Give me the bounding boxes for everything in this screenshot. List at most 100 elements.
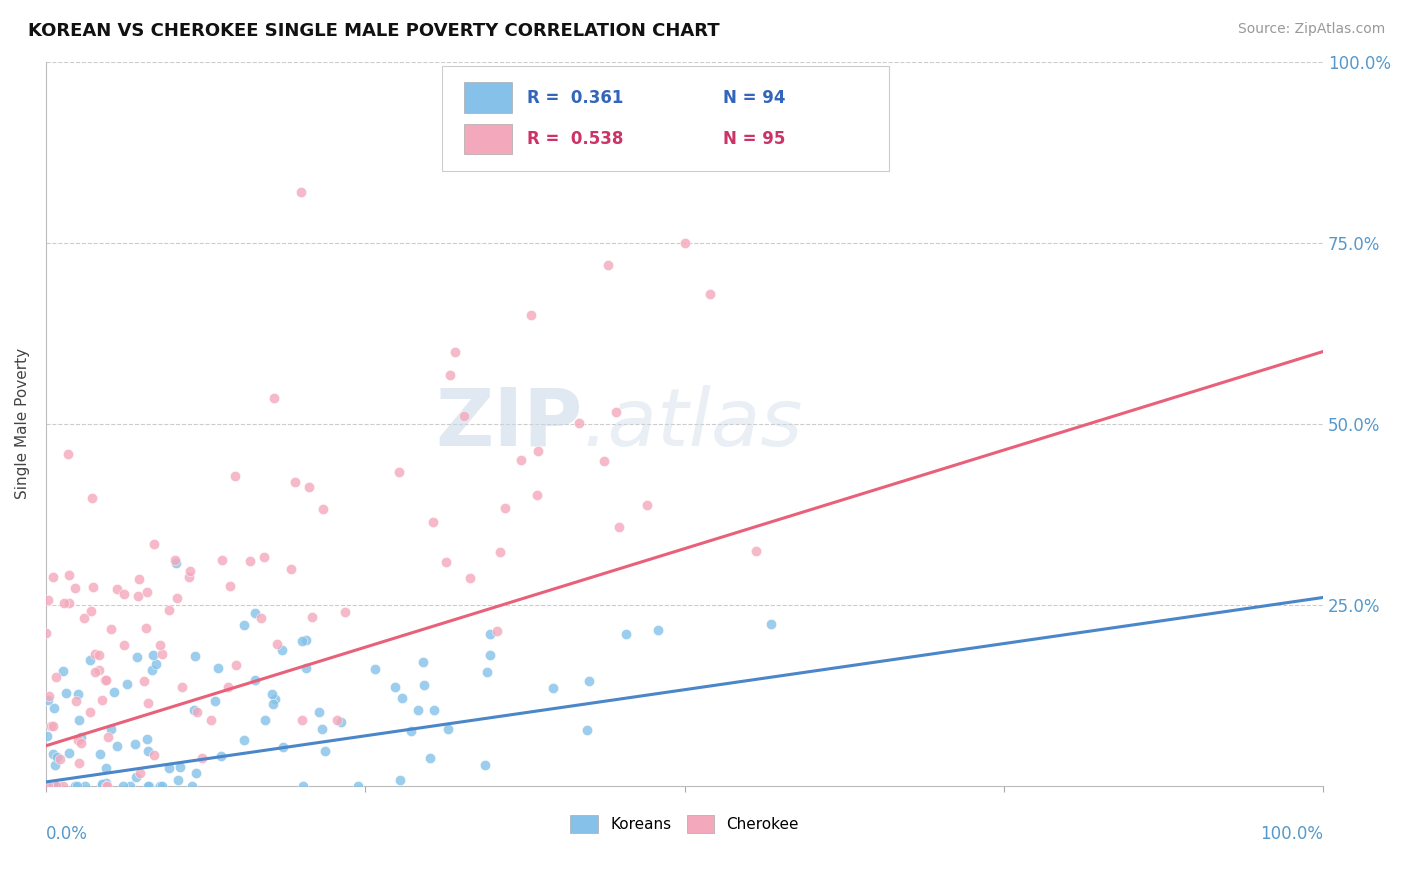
Point xyxy=(45,779,67,793)
Point xyxy=(132,673,155,688)
Legend: Koreans, Cherokee: Koreans, Cherokee xyxy=(564,808,804,839)
Point xyxy=(87,663,110,677)
Point xyxy=(80,603,103,617)
Point xyxy=(520,309,543,323)
Point xyxy=(509,453,531,467)
Point xyxy=(389,773,412,788)
Point xyxy=(541,681,564,695)
Point xyxy=(204,694,226,708)
Text: ZIP: ZIP xyxy=(434,384,582,463)
Point xyxy=(245,607,267,621)
Point xyxy=(52,779,75,793)
Point xyxy=(170,680,193,694)
Point xyxy=(364,662,387,676)
Point xyxy=(232,733,254,747)
Point xyxy=(458,571,481,585)
Point xyxy=(55,686,77,700)
Point xyxy=(67,756,90,770)
Point xyxy=(145,657,167,671)
Point xyxy=(253,549,276,564)
Point xyxy=(75,779,97,793)
Point xyxy=(91,777,114,791)
Point xyxy=(250,611,273,625)
Point xyxy=(52,664,75,678)
Point xyxy=(263,391,285,405)
Point xyxy=(479,627,502,641)
Point xyxy=(489,545,512,559)
Point xyxy=(406,703,429,717)
Text: 0.0%: 0.0% xyxy=(46,825,87,843)
Point xyxy=(142,648,165,662)
Point xyxy=(70,736,93,750)
Point xyxy=(298,481,321,495)
Point xyxy=(314,744,336,758)
Point xyxy=(224,468,246,483)
Point xyxy=(42,747,65,761)
Point xyxy=(607,520,630,534)
Point xyxy=(124,737,146,751)
Point xyxy=(45,779,67,793)
Text: .atlas: .atlas xyxy=(582,384,803,463)
Point xyxy=(179,564,201,578)
Point xyxy=(150,779,173,793)
Point xyxy=(200,713,222,727)
Point xyxy=(486,624,509,639)
Point xyxy=(422,515,444,529)
Point xyxy=(291,713,314,727)
Point xyxy=(128,572,150,586)
Point xyxy=(44,758,66,772)
Text: KOREAN VS CHEROKEE SINGLE MALE POVERTY CORRELATION CHART: KOREAN VS CHEROKEE SINGLE MALE POVERTY C… xyxy=(28,22,720,40)
Point xyxy=(69,730,91,744)
Point xyxy=(66,779,89,793)
Point xyxy=(96,776,118,790)
Point xyxy=(46,779,69,793)
Point xyxy=(436,723,458,737)
Point xyxy=(125,770,148,784)
Point xyxy=(399,724,422,739)
Point xyxy=(103,684,125,698)
Point xyxy=(38,690,60,704)
Point xyxy=(44,700,66,714)
Point xyxy=(163,553,186,567)
Point xyxy=(42,779,65,793)
Point xyxy=(136,744,159,758)
Point xyxy=(423,703,446,717)
Point xyxy=(111,779,134,793)
Point xyxy=(136,779,159,793)
Text: 100.0%: 100.0% xyxy=(1260,825,1323,843)
Point xyxy=(745,543,768,558)
Point xyxy=(260,687,283,701)
Point xyxy=(218,578,240,592)
Point xyxy=(39,719,62,733)
Point xyxy=(37,729,59,743)
Point xyxy=(136,696,159,710)
Point xyxy=(143,537,166,551)
Point xyxy=(211,553,233,567)
Point xyxy=(179,570,201,584)
Point xyxy=(127,650,149,665)
Point xyxy=(526,488,548,502)
FancyBboxPatch shape xyxy=(464,124,512,154)
Point xyxy=(46,749,69,764)
Point xyxy=(453,409,475,423)
Point xyxy=(284,475,307,489)
Point xyxy=(165,556,187,570)
Point xyxy=(69,713,91,727)
Point xyxy=(105,739,128,753)
Point xyxy=(596,258,619,272)
Point xyxy=(82,580,104,594)
Point xyxy=(301,610,323,624)
Point xyxy=(207,661,229,675)
Point xyxy=(295,661,318,675)
Point xyxy=(166,773,188,788)
Point xyxy=(136,732,159,747)
Point xyxy=(67,687,90,701)
Point xyxy=(475,665,498,679)
Point xyxy=(576,723,599,737)
Point xyxy=(494,500,516,515)
Point xyxy=(96,673,118,687)
Point xyxy=(112,639,135,653)
Point xyxy=(135,585,157,599)
Point xyxy=(143,748,166,763)
Point xyxy=(82,491,104,506)
